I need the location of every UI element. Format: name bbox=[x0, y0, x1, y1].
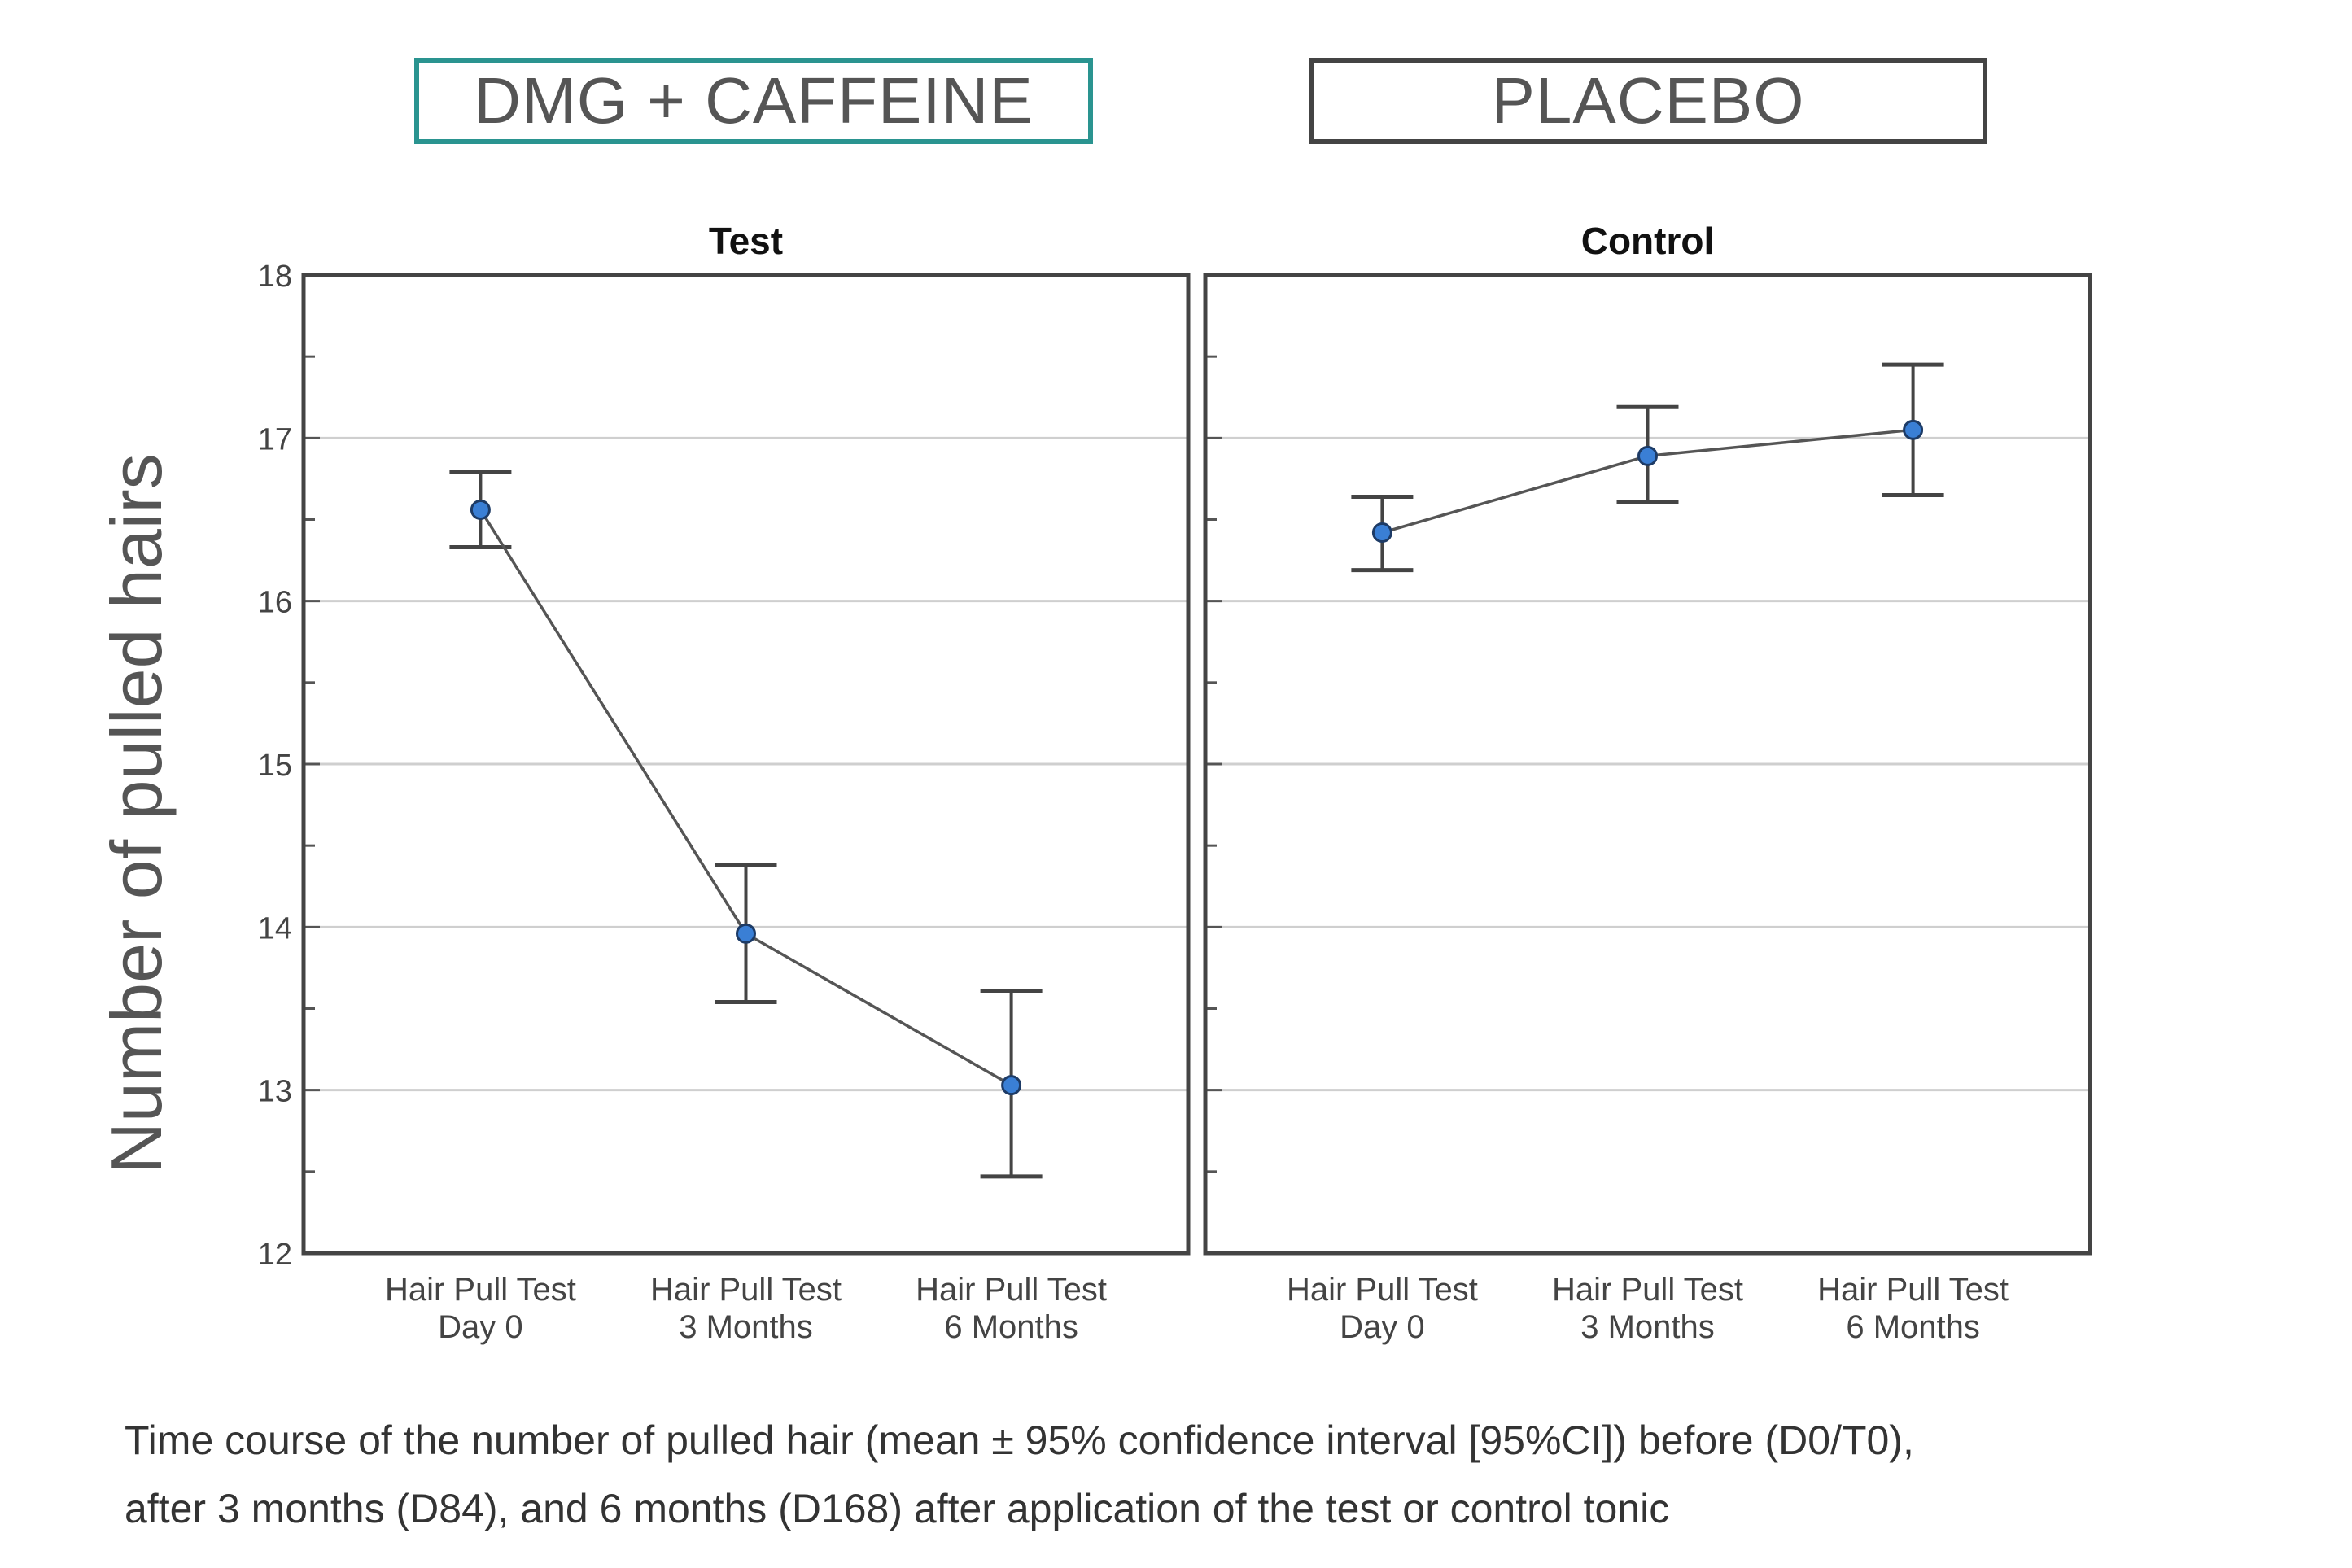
y-tick-label: 12 bbox=[258, 1238, 292, 1272]
data-point bbox=[1903, 419, 1924, 440]
x-tick-label: Day 0 bbox=[1340, 1309, 1425, 1345]
placebo-group-text: PLACEBO bbox=[1491, 64, 1805, 137]
data-point bbox=[1637, 445, 1658, 466]
caption-line-2: after 3 months (D84), and 6 months (D168… bbox=[125, 1486, 1670, 1531]
y-tick-label: 17 bbox=[258, 422, 292, 456]
y-tick-label: 15 bbox=[258, 749, 292, 783]
x-tick-label: Hair Pull Test bbox=[1287, 1272, 1478, 1308]
x-tick-label: Hair Pull Test bbox=[1552, 1272, 1743, 1308]
data-point bbox=[1001, 1075, 1022, 1096]
x-tick-label: Day 0 bbox=[438, 1309, 523, 1345]
x-tick-label: Hair Pull Test bbox=[650, 1272, 842, 1308]
plot-frame bbox=[1203, 273, 2092, 1256]
x-tick-label: 3 Months bbox=[679, 1309, 813, 1345]
data-point bbox=[470, 499, 491, 520]
test-group-label: DMG + CAFFEINE bbox=[414, 58, 1093, 144]
panel-title: Control bbox=[1581, 220, 1715, 262]
panel-title: Test bbox=[709, 220, 783, 262]
data-point bbox=[736, 923, 756, 944]
x-tick-label: 6 Months bbox=[944, 1309, 1078, 1345]
test-group-text: DMG + CAFFEINE bbox=[474, 64, 1034, 137]
placebo-group-label: PLACEBO bbox=[1309, 58, 1987, 144]
y-tick-label: 13 bbox=[258, 1075, 292, 1109]
x-tick-label: 3 Months bbox=[1580, 1309, 1715, 1345]
caption-line-1: Time course of the number of pulled hair… bbox=[125, 1417, 1914, 1463]
plot-frame bbox=[301, 273, 1191, 1256]
data-point bbox=[1371, 522, 1392, 544]
x-tick-label: Hair Pull Test bbox=[916, 1272, 1107, 1308]
figure-caption: Time course of the number of pulled hair… bbox=[125, 1406, 1914, 1543]
x-tick-label: Hair Pull Test bbox=[1817, 1272, 2009, 1308]
x-tick-label: 6 Months bbox=[1846, 1309, 1980, 1345]
y-tick-label: 14 bbox=[258, 911, 292, 946]
y-tick-label: 18 bbox=[258, 260, 292, 294]
x-tick-label: Hair Pull Test bbox=[385, 1272, 576, 1308]
y-tick-label: 16 bbox=[258, 586, 292, 620]
